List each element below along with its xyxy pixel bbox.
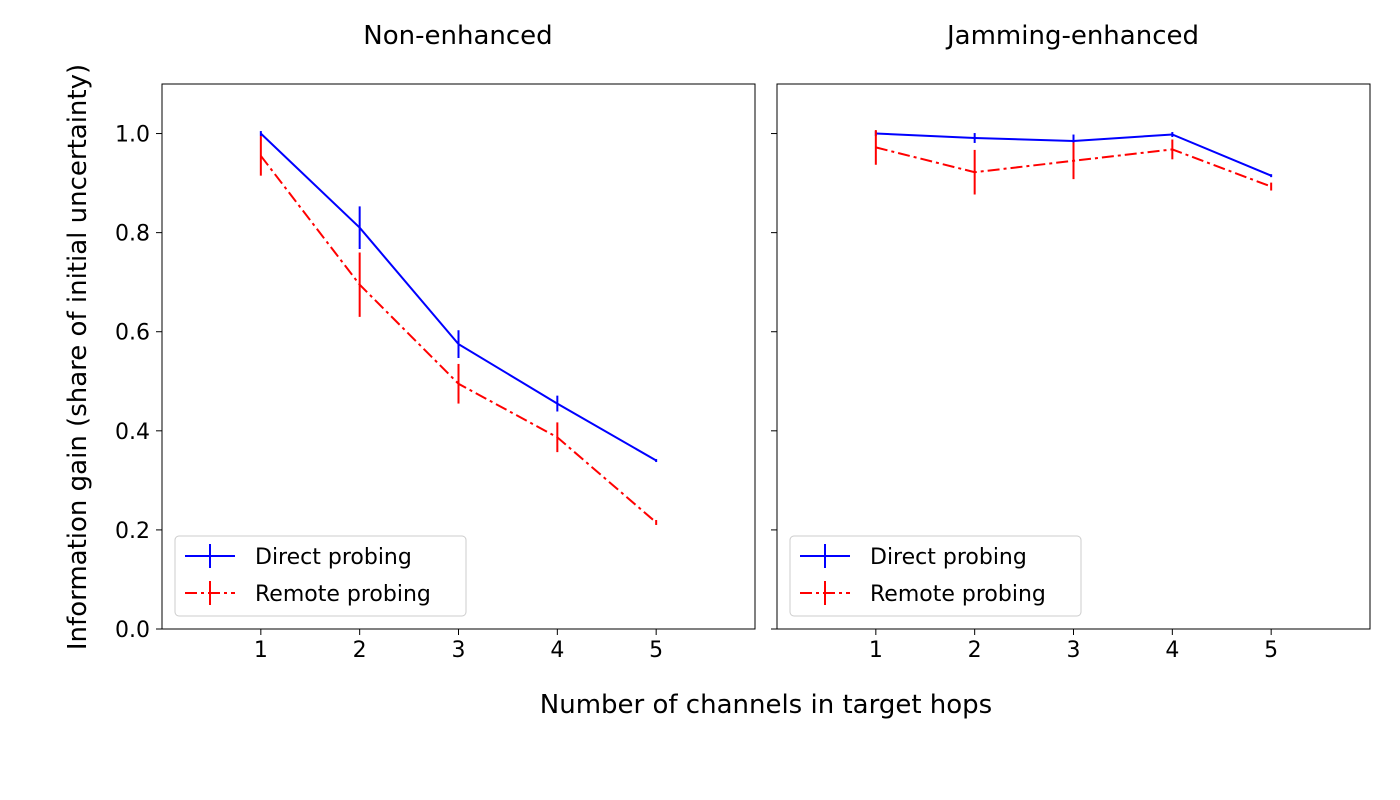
x-tick-label: 1 [254,638,268,663]
y-tick-label: 0.2 [115,519,150,544]
x-tick-label: 1 [869,638,883,663]
plot-area [259,131,658,525]
x-axis-label: Number of channels in target hops [540,690,992,720]
x-tick-label: 2 [353,638,367,663]
legend-label: Remote probing [255,582,431,607]
x-tick-label: 5 [649,638,663,663]
legend-label: Direct probing [255,545,412,570]
y-tick-label: 1.0 [115,123,150,148]
legend-box [789,535,1082,617]
x-tick-label: 4 [1165,638,1179,663]
plot-area [874,130,1273,195]
legend-label: Remote probing [870,582,1046,607]
chart-title: Non-enhanced [363,21,552,51]
x-tick-label: 3 [452,638,466,663]
x-tick-label: 4 [550,638,564,663]
axis-ticks: 1 2 3 4 5 [771,133,1278,663]
legend: Direct probing Remote probing [174,535,467,617]
x-tick-label: 3 [1067,638,1081,663]
legend-label: Direct probing [870,545,1027,570]
y-tick-label: 0.8 [115,222,150,247]
y-axis-label: Information gain (share of initial uncer… [63,64,93,650]
right-chart-panel: Jamming-enhanced 1 2 3 4 5 Direct probing Rem… [771,21,1371,663]
y-tick-label: 0.0 [115,618,150,643]
legend-box [174,535,467,617]
left-chart-panel: Non-enhanced 1 2 3 4 5 0.0 0.2 0.4 0.6 0.8 1.0 Dir… [115,21,756,663]
x-tick-label: 5 [1264,638,1278,663]
axis-ticks: 1 2 3 4 5 0.0 0.2 0.4 0.6 0.8 1.0 [115,123,663,663]
chart-title: Jamming-enhanced [945,21,1199,51]
y-tick-label: 0.6 [115,321,150,346]
y-tick-label: 0.4 [115,420,150,445]
legend: Direct probing Remote probing [789,535,1082,617]
x-tick-label: 2 [968,638,982,663]
